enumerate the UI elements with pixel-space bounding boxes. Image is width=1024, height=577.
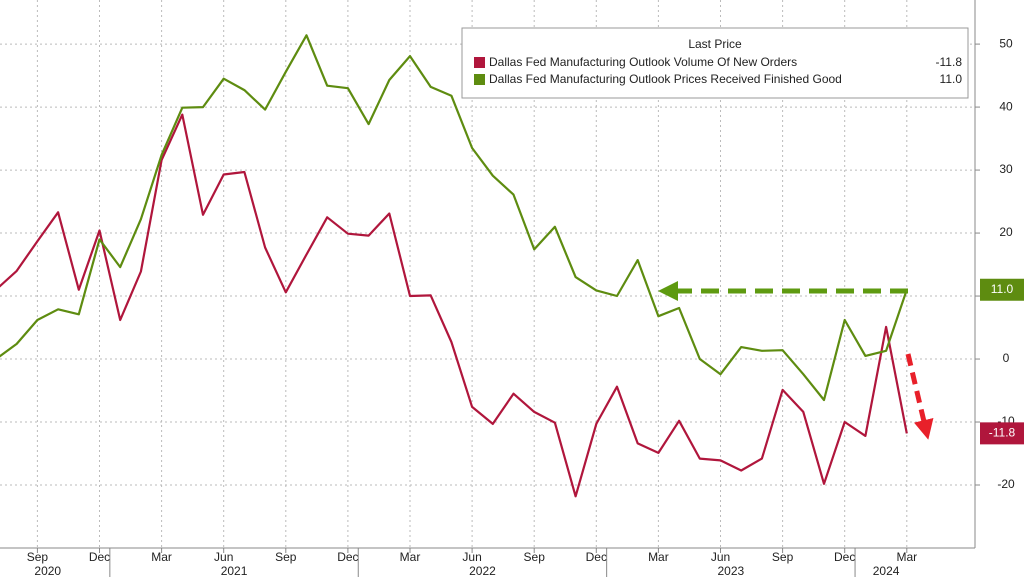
- x-tick-label: Sep: [27, 550, 49, 564]
- x-tick-label: Sep: [524, 550, 546, 564]
- annotation-arrow: [905, 353, 934, 440]
- legend-swatch: [474, 57, 485, 68]
- x-tick-label: Dec: [834, 550, 855, 564]
- last-value-label: 11.0: [991, 282, 1014, 296]
- legend-title: Last Price: [688, 37, 742, 51]
- year-label: 2024: [873, 564, 900, 577]
- x-tick-label: Dec: [586, 550, 607, 564]
- x-tick-label: Mar: [648, 550, 669, 564]
- last-value-label: -11.8: [989, 426, 1016, 440]
- legend: Last Price Dallas Fed Manufacturing Outl…: [461, 27, 969, 99]
- x-tick-label: Sep: [772, 550, 794, 564]
- y-tick-label: 30: [999, 162, 1013, 176]
- legend-box: [461, 27, 969, 99]
- x-tick-label: Dec: [337, 550, 358, 564]
- x-tick-label: Mar: [151, 550, 172, 564]
- year-label: 2023: [717, 564, 744, 577]
- last-value-box: [980, 422, 1024, 445]
- x-tick-label: Jun: [462, 550, 481, 564]
- lines: [0, 34, 908, 498]
- x-tick-label: Mar: [400, 550, 421, 564]
- last-value-box: [980, 278, 1024, 301]
- y-tick-label: 40: [999, 99, 1013, 113]
- x-tick-label: Mar: [896, 550, 917, 564]
- x-tick-label: Jun: [711, 550, 730, 564]
- x-tick-label: Sep: [275, 550, 297, 564]
- legend-value: 11.0: [940, 72, 963, 86]
- series-line: [0, 34, 908, 402]
- y-tick-label: 0: [1003, 351, 1010, 365]
- legend-label: Dallas Fed Manufacturing Outlook Volume …: [489, 55, 797, 69]
- x-tick-label: Jun: [214, 550, 233, 564]
- y-tick-label: 50: [999, 36, 1013, 50]
- x-tick-label: Dec: [89, 550, 110, 564]
- legend-swatch: [474, 74, 485, 85]
- year-label: 2021: [221, 564, 248, 577]
- year-label: 2022: [469, 564, 496, 577]
- series-line: [0, 113, 908, 498]
- y-tick-label: 20: [999, 225, 1013, 239]
- legend-value: -11.8: [936, 55, 963, 69]
- legend-label: Dallas Fed Manufacturing Outlook Prices …: [489, 72, 842, 86]
- y-tick-label: -20: [997, 477, 1015, 491]
- year-label: 2020: [34, 564, 61, 577]
